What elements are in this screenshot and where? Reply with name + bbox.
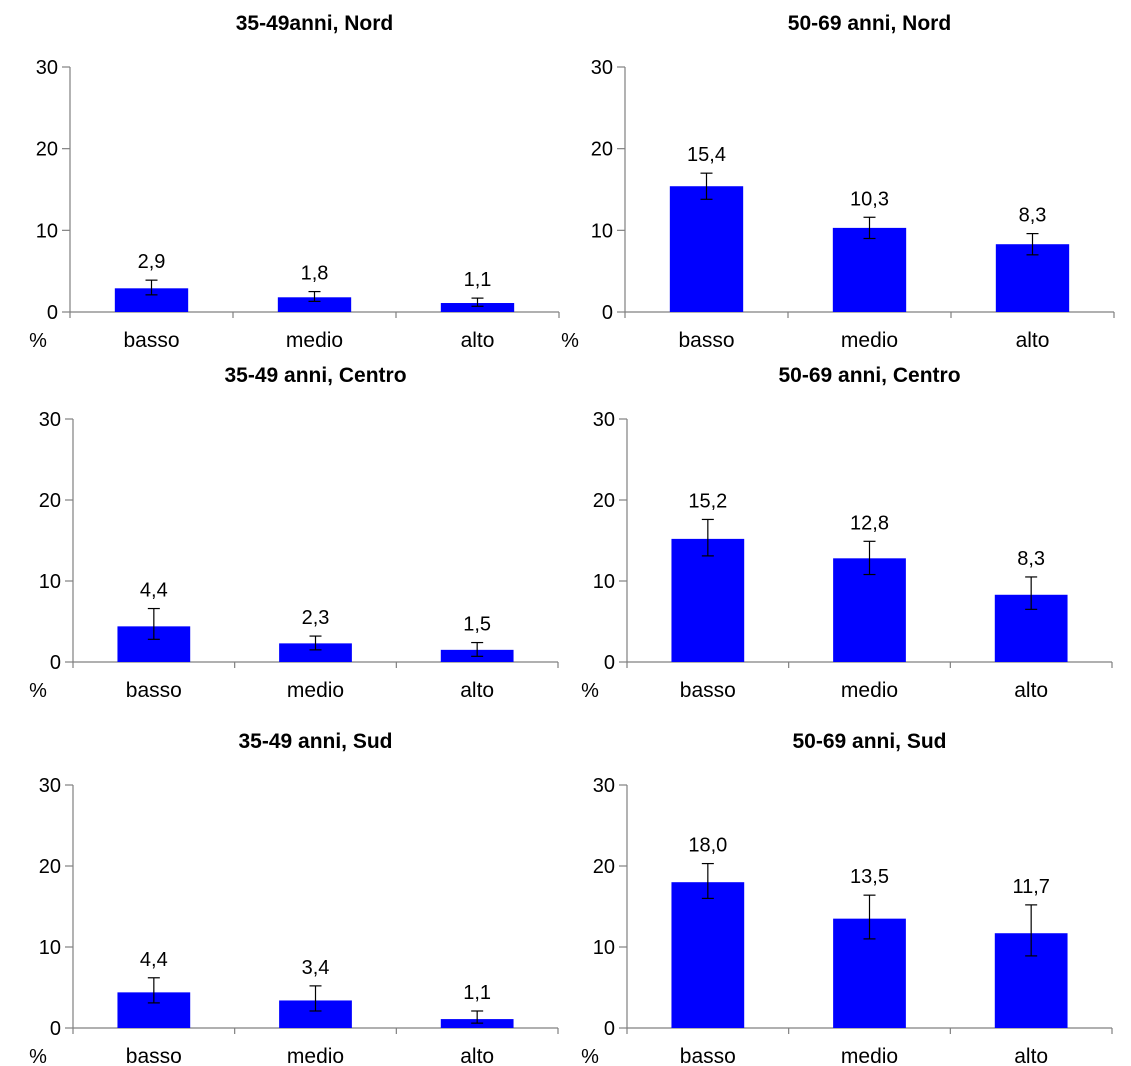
x-tick-label: medio — [841, 329, 898, 352]
x-tick-label: alto — [1016, 329, 1050, 352]
y-tick-label: 30 — [39, 409, 61, 431]
data-label: 2,9 — [138, 251, 166, 273]
y-tick-label: 10 — [36, 220, 58, 242]
x-tick-label: alto — [1014, 1045, 1048, 1066]
y-tick-label: 30 — [593, 409, 615, 431]
y-tick-label: 10 — [593, 937, 615, 959]
y-tick-label: 30 — [36, 57, 58, 79]
data-label: 1,1 — [463, 982, 491, 1004]
x-tick-label: alto — [460, 679, 494, 702]
chart-title: 50-69 anni, Nord — [788, 12, 951, 35]
data-label: 8,3 — [1017, 548, 1045, 570]
bar-alto — [995, 244, 1070, 312]
y-tick-label: 20 — [39, 856, 61, 878]
bar-medio — [833, 558, 906, 662]
bar-medio — [279, 643, 352, 662]
chart-panel-3: 35-49 anni, Centro 0 10 20 30% 4,4 basso 2,3 med… — [29, 364, 559, 702]
x-tick-label: alto — [461, 329, 495, 352]
y-tick-label: 0 — [50, 1018, 61, 1040]
data-label: 15,4 — [687, 144, 726, 166]
y-tick-label: 0 — [604, 1018, 615, 1040]
y-tick-label: 20 — [39, 490, 61, 512]
data-label: 4,4 — [140, 949, 168, 971]
bar-basso — [671, 882, 745, 1028]
y-tick-label: 20 — [36, 139, 58, 161]
y-tick-label: 0 — [602, 302, 613, 324]
data-label: 15,2 — [688, 490, 727, 512]
y-tick-label: 0 — [47, 302, 58, 324]
x-tick-label: basso — [123, 329, 179, 352]
data-label: 8,3 — [1019, 205, 1047, 227]
data-label: 13,5 — [850, 866, 889, 888]
chart-panel-4: 50-69 anni, Centro 0 10 20 30% 15,2 basso 12,8 m… — [581, 364, 1113, 702]
chart-title: 35-49anni, Nord — [236, 12, 394, 35]
y-tick-label: 10 — [39, 937, 61, 959]
data-label: 12,8 — [850, 512, 889, 534]
chart-panel-2: 50-69 anni, Nord 0 10 20 30% 15,4 basso 10,3 med… — [561, 12, 1115, 352]
x-tick-label: basso — [678, 329, 734, 352]
x-tick-label: basso — [680, 1045, 736, 1066]
y-unit-label: % — [29, 1046, 47, 1066]
data-label: 4,4 — [140, 580, 168, 602]
x-tick-label: medio — [841, 1045, 898, 1066]
chart-title: 50-69 anni, Centro — [778, 364, 960, 387]
y-tick-label: 20 — [593, 490, 615, 512]
chart-title: 35-49 anni, Centro — [224, 364, 406, 387]
y-unit-label: % — [581, 680, 599, 702]
bar-basso — [671, 538, 745, 662]
y-tick-label: 10 — [591, 220, 613, 242]
chart-title: 35-49 anni, Sud — [238, 730, 392, 753]
y-tick-label: 30 — [591, 57, 613, 79]
y-unit-label: % — [581, 1046, 599, 1066]
chart-panel-5: 35-49 anni, Sud 0 10 20 30% 4,4 basso 3,4 medio 1… — [29, 730, 559, 1066]
y-tick-label: 0 — [604, 652, 615, 674]
y-unit-label: % — [561, 330, 579, 352]
data-label: 1,8 — [301, 263, 329, 285]
y-tick-label: 0 — [50, 652, 61, 674]
x-tick-label: medio — [841, 679, 898, 702]
y-tick-label: 20 — [591, 139, 613, 161]
y-unit-label: % — [29, 680, 47, 702]
bar-medio — [277, 297, 352, 312]
bar-medio — [832, 227, 907, 312]
y-tick-label: 30 — [39, 775, 61, 797]
data-label: 3,4 — [302, 957, 330, 979]
x-tick-label: basso — [680, 679, 736, 702]
y-tick-label: 10 — [593, 571, 615, 593]
x-tick-label: basso — [126, 679, 182, 702]
bar-basso — [669, 186, 744, 312]
x-tick-label: alto — [460, 1045, 494, 1066]
chart-title: 50-69 anni, Sud — [792, 730, 946, 753]
chart-panel-1: 35-49anni, Nord 0 10 20 30% 2,9 basso 1,8 medio 1… — [29, 12, 560, 352]
data-label: 18,0 — [688, 835, 727, 857]
data-label: 1,1 — [464, 269, 492, 291]
y-tick-label: 20 — [593, 856, 615, 878]
data-label: 10,3 — [850, 188, 889, 210]
x-tick-label: alto — [1014, 679, 1048, 702]
x-tick-label: medio — [286, 329, 343, 352]
y-unit-label: % — [29, 330, 47, 352]
bar-basso — [114, 288, 189, 312]
y-tick-label: 30 — [593, 775, 615, 797]
data-label: 1,5 — [463, 614, 491, 636]
data-label: 11,7 — [1012, 876, 1049, 898]
chart-panel-6: 50-69 anni, Sud 0 10 20 30% 18,0 basso 13,5 medi… — [581, 730, 1113, 1066]
data-label: 2,3 — [302, 607, 330, 629]
x-tick-label: medio — [287, 679, 344, 702]
y-tick-label: 10 — [39, 571, 61, 593]
x-tick-label: medio — [287, 1045, 344, 1066]
bar-alto — [440, 303, 515, 312]
x-tick-label: basso — [126, 1045, 182, 1066]
